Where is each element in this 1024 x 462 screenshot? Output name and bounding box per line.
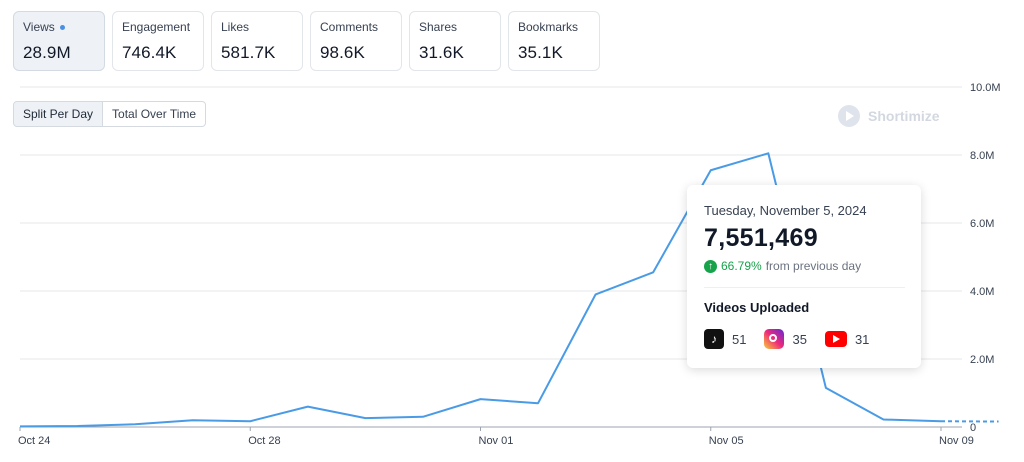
platform-instagram: 35 [764, 329, 807, 349]
metric-label: Shares [419, 20, 458, 34]
total-over-time-button[interactable]: Total Over Time [103, 101, 207, 127]
x-tick-label: Oct 28 [248, 435, 280, 447]
tooltip-change: ↑ 66.79% from previous day [704, 259, 905, 273]
change-percent: 66.79% [721, 259, 762, 273]
metric-value: 35.1K [518, 43, 563, 62]
tooltip-value: 7,551,469 [704, 224, 818, 252]
metric-value: 28.9M [23, 43, 71, 62]
x-tick-label: Oct 24 [18, 435, 50, 447]
y-tick-label: 6.0M [970, 218, 994, 230]
x-axis: Oct 24 Oct 28 Nov 01 Nov 05 Nov 09 [18, 427, 974, 447]
y-tick-label: 2.0M [970, 354, 994, 366]
metric-value: 581.7K [221, 43, 276, 62]
x-tick-label: Nov 01 [479, 435, 514, 447]
metric-card-likes[interactable]: Likes 581.7K [211, 11, 303, 71]
instagram-icon [764, 329, 785, 349]
tiktok-icon: ♪ [704, 329, 724, 349]
platform-youtube: 31 [824, 331, 870, 347]
metric-value: 746.4K [122, 43, 177, 62]
platform-count: 35 [792, 331, 807, 347]
y-tick-label: 10.0M [970, 82, 1001, 94]
y-tick-label: 8.0M [970, 150, 994, 162]
platform-tiktok: ♪ 51 [704, 329, 746, 349]
tooltip-date: Tuesday, November 5, 2024 [704, 203, 867, 218]
metric-card-engagement[interactable]: Engagement 746.4K [112, 11, 204, 71]
metric-label: Engagement [122, 20, 191, 34]
metric-value: 31.6K [419, 43, 464, 62]
change-text: from previous day [765, 259, 862, 273]
youtube-icon [824, 331, 847, 347]
shortimize-logo-icon [838, 105, 860, 127]
x-tick-label: Nov 05 [709, 435, 744, 447]
split-per-day-button[interactable]: Split Per Day [13, 101, 104, 127]
y-axis: 0 2.0M 4.0M 6.0M 8.0M 10.0M [970, 82, 1001, 434]
metric-card-shares[interactable]: Shares 31.6K [409, 11, 501, 71]
metric-value: 98.6K [320, 43, 365, 62]
active-dot-icon [59, 24, 65, 30]
videos-uploaded-title: Videos Uploaded [704, 300, 810, 315]
platform-count: 31 [854, 331, 870, 347]
y-tick-label: 4.0M [970, 286, 994, 298]
brand-watermark: Shortimize [838, 105, 940, 127]
brand-name: Shortimize [868, 108, 940, 124]
y-tick-label: 0 [970, 422, 976, 434]
arrow-up-icon: ↑ [704, 259, 717, 273]
platform-count: 51 [732, 331, 747, 347]
metric-card-bookmarks[interactable]: Bookmarks 35.1K [508, 11, 600, 71]
platform-list: ♪ 51 35 31 [704, 329, 905, 349]
metric-label: Bookmarks [518, 20, 579, 34]
metric-cards: Views 28.9M Engagement 746.4K Likes 581.… [13, 11, 600, 71]
metric-label: Likes [221, 20, 250, 34]
metric-label: Comments [320, 20, 379, 34]
view-mode-toggle: Split Per Day Total Over Time [13, 101, 207, 127]
metric-card-views[interactable]: Views 28.9M [13, 11, 105, 71]
x-tick-label: Nov 09 [939, 435, 974, 447]
tooltip-divider [704, 287, 905, 288]
metric-label: Views [23, 20, 55, 34]
data-tooltip: Tuesday, November 5, 2024 7,551,469 ↑ 66… [687, 185, 921, 368]
metric-card-comments[interactable]: Comments 98.6K [310, 11, 402, 71]
